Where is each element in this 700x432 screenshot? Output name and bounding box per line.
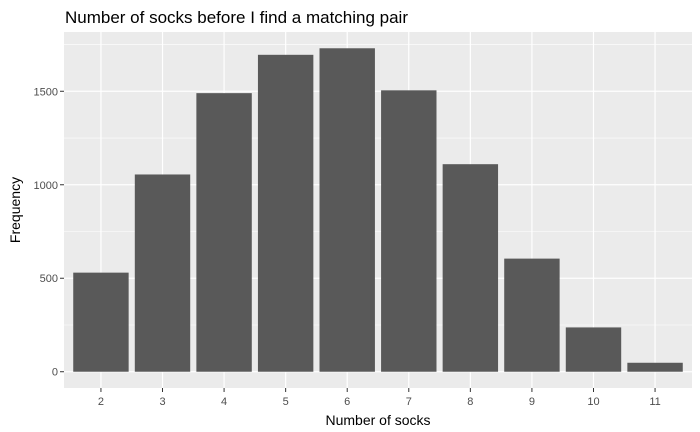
x-tick-label: 5 [283,396,289,408]
x-tick-label: 3 [159,396,165,408]
bar-2 [73,272,129,372]
x-tick-label: 10 [587,396,599,408]
x-tick-label: 7 [406,396,412,408]
y-tick-label: 1500 [34,86,58,98]
x-tick-label: 9 [529,396,535,408]
bar-9 [504,258,560,372]
x-tick-label: 6 [344,396,350,408]
y-tick-label: 1000 [34,180,58,192]
bar-10 [565,327,622,372]
chart-title: Number of socks before I find a matching… [65,8,408,27]
axis-ticks: 0 500 1000 1500 2 3 4 5 6 7 8 9 10 11 [34,86,661,408]
bar-5 [257,54,314,372]
bar-4 [196,93,252,372]
y-axis-label: Frequency [7,177,23,243]
bar-11 [627,362,683,372]
x-tick-label: 2 [98,396,104,408]
y-tick-label: 0 [52,367,58,379]
x-tick-label: 11 [649,396,660,408]
bars [73,48,683,372]
x-axis-label: Number of socks [325,412,430,428]
x-tick-label: 8 [467,396,473,408]
bar-7 [381,90,437,372]
bar-8 [442,164,499,372]
x-tick-label: 4 [221,396,227,408]
y-tick-label: 500 [40,273,58,285]
bar-3 [134,174,191,372]
bar-6 [319,48,375,372]
